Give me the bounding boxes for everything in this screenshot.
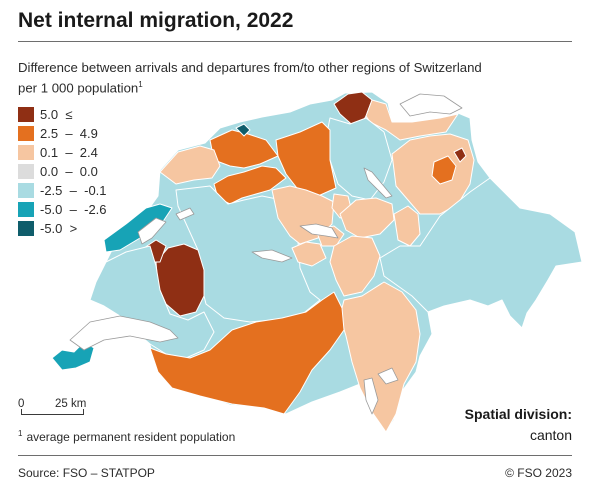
- legend-item: 2.5 – 4.9: [18, 125, 107, 142]
- footer-divider: [18, 455, 572, 456]
- legend-item: -5.0 >: [18, 220, 107, 237]
- legend-label: 0.1 – 2.4: [40, 145, 98, 160]
- map-title: Net internal migration, 2022: [18, 9, 294, 32]
- canton-valais: [149, 291, 345, 415]
- legend-swatch: [18, 164, 34, 179]
- legend-item: 5.0 ≤: [18, 106, 107, 123]
- legend-swatch: [18, 202, 34, 217]
- canton-obwalden: [291, 241, 327, 267]
- footnote-marker: 1: [18, 429, 23, 438]
- scale-tick: [21, 409, 22, 415]
- canton-ticino: [339, 281, 421, 433]
- copyright-text: © FSO 2023: [505, 466, 572, 480]
- canton-aargau: [275, 121, 337, 197]
- legend-item: -2.5 – -0.1: [18, 182, 107, 199]
- lake-lucerne: [299, 223, 339, 239]
- canton-uri: [329, 235, 381, 297]
- legend-swatch: [18, 221, 34, 236]
- scale-tick: [83, 409, 84, 415]
- legend-swatch: [18, 183, 34, 198]
- legend-label: 5.0 ≤: [40, 107, 73, 122]
- canton-glarus: [393, 205, 421, 247]
- lake-lugano: [377, 367, 399, 385]
- lake-constance: [399, 93, 463, 117]
- legend-swatch: [18, 107, 34, 122]
- footnote-text: average permanent resident population: [26, 430, 236, 444]
- lake-bienne: [175, 207, 195, 221]
- spatial-division-value: canton: [529, 427, 572, 443]
- spatial-division: Spatial division: canton: [465, 404, 572, 446]
- title-divider: [18, 41, 572, 42]
- canton-appenzell-innerrhoden: [453, 147, 467, 163]
- lake-maggiore: [363, 377, 379, 415]
- legend-label: -5.0 – -2.6: [40, 202, 107, 217]
- canton-graubunden: [379, 177, 583, 329]
- legend-label: 0.0 – 0.0: [40, 164, 98, 179]
- canton-neuchatel: [103, 203, 173, 253]
- canton-appenzell-ausserrhoden: [431, 155, 457, 185]
- legend-swatch: [18, 126, 34, 141]
- canton-basel-stadt: [235, 123, 251, 137]
- canton-solothurn: [213, 165, 287, 205]
- canton-schwyz: [339, 197, 395, 239]
- lake-thun-brienz: [251, 249, 293, 263]
- legend-item: 0.1 – 2.4: [18, 144, 107, 161]
- map-legend: 5.0 ≤ 2.5 – 4.9 0.1 – 2.4 0.0 – 0.0 -2.5…: [18, 106, 107, 239]
- scale-end-label: 25 km: [55, 398, 87, 410]
- subtitle-footnote-marker: 1: [138, 80, 143, 89]
- scale-line: [21, 414, 83, 415]
- spatial-division-label: Spatial division:: [464, 406, 572, 422]
- legend-label: -5.0 >: [40, 221, 78, 236]
- legend-swatch: [18, 145, 34, 160]
- lake-geneva: [69, 315, 179, 351]
- subtitle-text: Difference between arrivals and departur…: [18, 60, 482, 96]
- source-text: Source: FSO – STATPOP: [18, 466, 155, 480]
- scale-start-label: 0: [18, 398, 25, 410]
- lake-neuchatel: [137, 217, 167, 245]
- legend-item: -5.0 – -2.6: [18, 201, 107, 218]
- legend-label: -2.5 – -0.1: [40, 183, 107, 198]
- legend-label: 2.5 – 4.9: [40, 126, 98, 141]
- legend-item: 0.0 – 0.0: [18, 163, 107, 180]
- map-subtitle: Difference between arrivals and departur…: [18, 59, 488, 96]
- lake-zurich: [363, 167, 393, 199]
- canton-jura: [159, 145, 221, 185]
- footnote: 1 average permanent resident population: [18, 429, 235, 444]
